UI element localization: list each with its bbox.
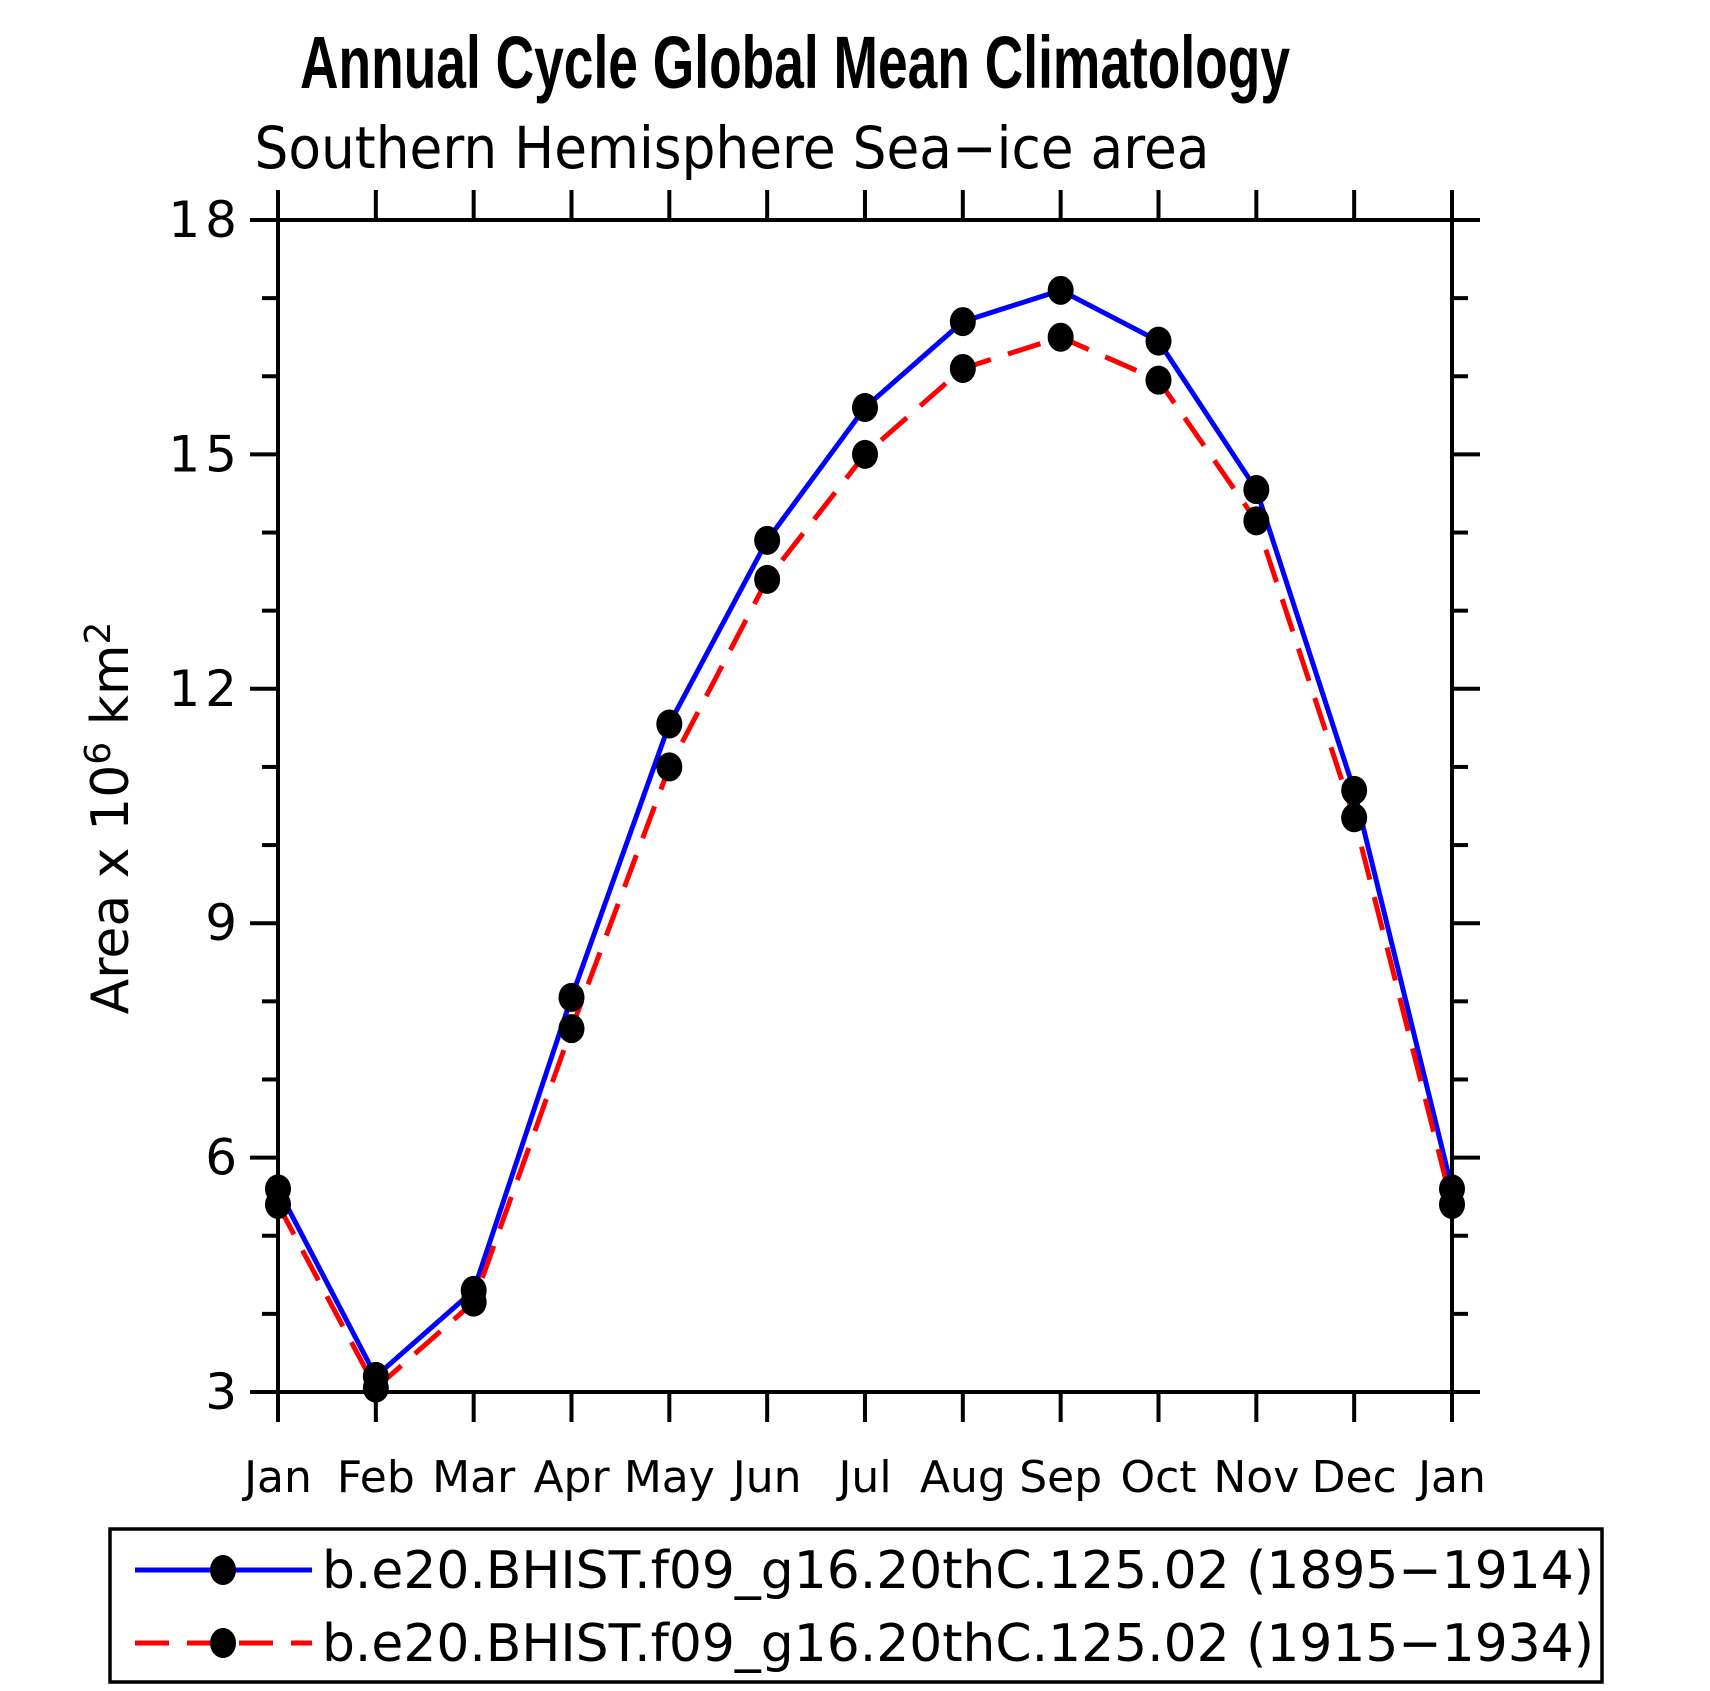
series-1-marker [656, 709, 683, 739]
series-1-marker [558, 982, 585, 1012]
x-tick-label: Jan [1415, 1452, 1486, 1503]
y-axis-title: Area x 106 km2 [78, 622, 141, 1015]
y-axis-title-exponent: 6 [78, 742, 119, 765]
series-2-marker [1047, 322, 1074, 352]
tick-labels: 3 6 9 12 15 18 Jan Feb Mar Apr May Jun Jul Aug Sep Oct N… [168, 191, 1486, 1503]
series-1-marker [1341, 775, 1368, 805]
x-tick-label: Feb [337, 1452, 415, 1503]
y-axis-title-main: Area x 10 [81, 765, 141, 1015]
y-tick-label: 15 [168, 425, 242, 483]
y-tick-label: 6 [205, 1129, 242, 1187]
x-tick-label: Jun [730, 1452, 802, 1503]
chart-title: Annual Cycle Global Mean Climatology [300, 21, 1290, 104]
x-tick-label: Oct [1120, 1452, 1196, 1503]
series-2-marker [754, 564, 781, 594]
data-markers [265, 275, 1465, 1403]
y-tick-label: 12 [168, 660, 242, 718]
series-2-marker [852, 439, 878, 469]
legend-marker-icon-1 [210, 1555, 236, 1585]
series-2-marker [656, 752, 683, 782]
x-tick-label: May [624, 1452, 715, 1503]
series-2-marker [1145, 365, 1172, 395]
series-1-marker [1243, 475, 1270, 505]
legend: b.e20.BHIST.f09_g16.20thC.125.02 (1895−1… [108, 1527, 1604, 1684]
series-2-marker [558, 1014, 585, 1044]
legend-label-1: b.e20.BHIST.f09_g16.20thC.125.02 (1895−1… [322, 1541, 1594, 1601]
series-1-marker [852, 393, 878, 423]
series-2-marker [1243, 506, 1270, 536]
legend-box [108, 1527, 1604, 1684]
x-tick-label: Mar [432, 1452, 516, 1503]
x-tick-label: Aug [920, 1452, 1006, 1503]
y-tick-label: 18 [168, 191, 242, 249]
x-tick-label: Jul [835, 1452, 891, 1503]
series-2-marker [1439, 1189, 1465, 1219]
legend-marker-icon-2 [210, 1628, 236, 1658]
series-2-marker [949, 353, 976, 383]
series-line-2 [275, 334, 1455, 1393]
x-tick-label: Sep [1019, 1452, 1102, 1503]
y-axis-title-unit: km [81, 645, 141, 742]
series-1-marker [754, 525, 781, 555]
series-1-marker [949, 307, 976, 337]
x-tick-label: Nov [1213, 1452, 1299, 1503]
axes [250, 190, 1480, 1422]
legend-label-2: b.e20.BHIST.f09_g16.20thC.125.02 (1915−1… [322, 1614, 1594, 1674]
series-2-marker [1341, 803, 1368, 833]
series-2-marker [460, 1287, 487, 1317]
x-tick-label: Dec [1312, 1452, 1397, 1503]
series-1-marker [1047, 275, 1074, 305]
series-2-marker [265, 1189, 291, 1219]
y-tick-label: 9 [205, 894, 242, 952]
y-axis-title-unit-exponent: 2 [78, 622, 119, 645]
x-tick-label: Jan [241, 1452, 312, 1503]
series-2-marker [362, 1373, 389, 1403]
y-tick-label: 3 [205, 1363, 242, 1421]
chart-subtitle: Southern Hemisphere Sea−ice area [255, 114, 1210, 182]
x-tick-label: Apr [533, 1452, 610, 1503]
series-1-marker [1145, 326, 1172, 356]
